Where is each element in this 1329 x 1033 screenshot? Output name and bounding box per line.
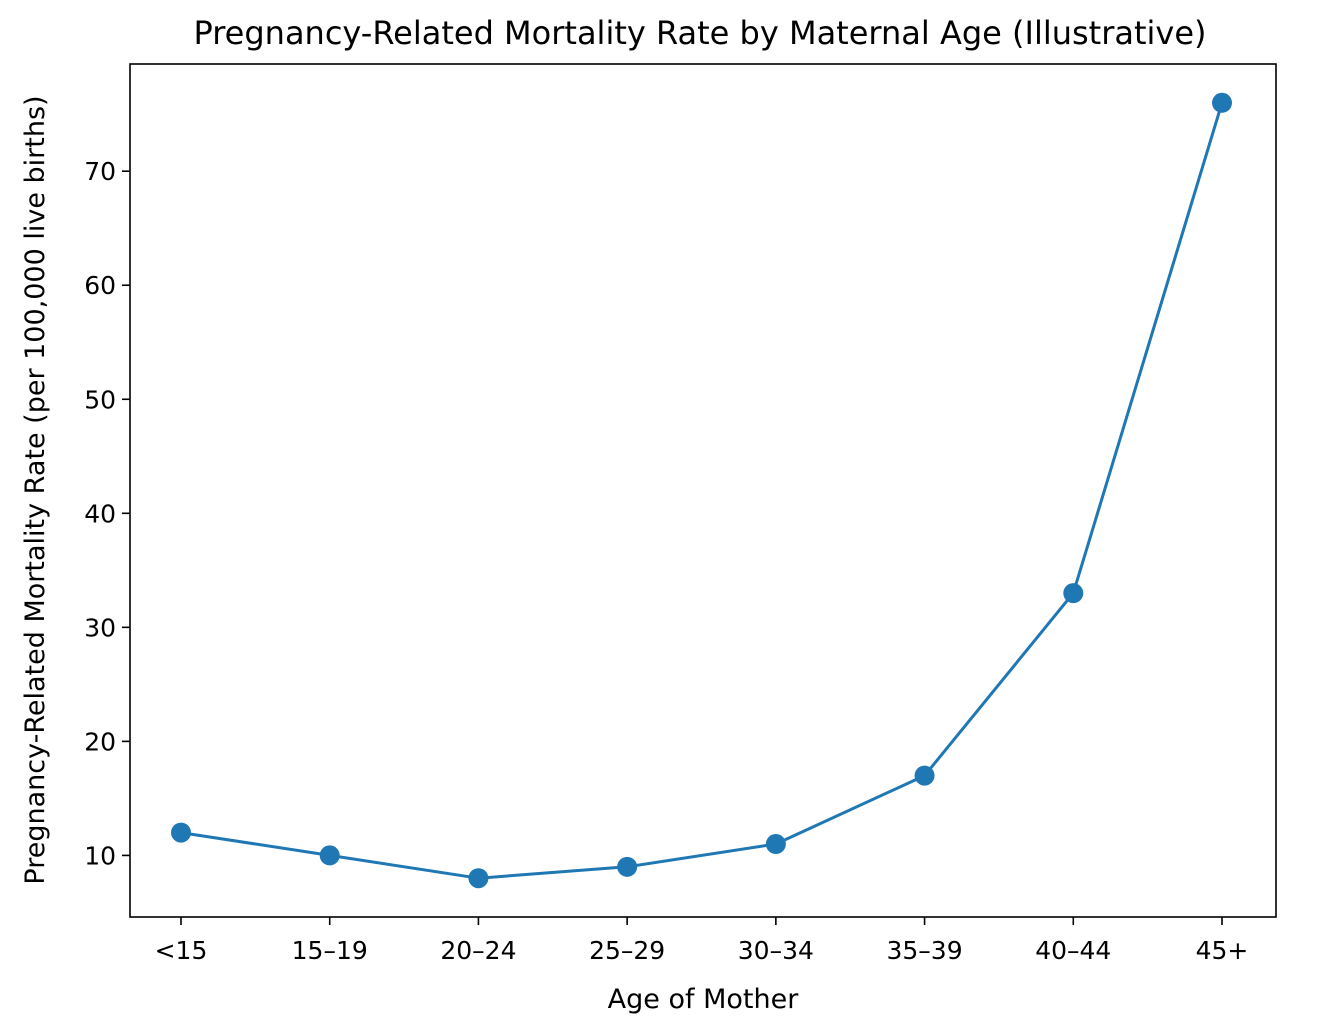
x-tick-label: 35–39 <box>887 936 963 965</box>
x-tick-label: 15–19 <box>292 936 368 965</box>
chart-title: Pregnancy-Related Mortality Rate by Mate… <box>193 14 1206 52</box>
y-tick-label: 30 <box>84 613 116 642</box>
data-point-1 <box>319 845 340 866</box>
y-tick-label: 10 <box>84 841 116 870</box>
plot-area-frame <box>129 63 1277 918</box>
x-axis: <15 15–19 20–24 25–29 30–34 35–39 40–44 45+ <box>155 917 1249 965</box>
y-axis-label: Pregnancy-Related Mortality Rate (per 10… <box>20 95 51 884</box>
y-tick-label: 20 <box>84 727 116 756</box>
x-tick-label: <15 <box>155 936 208 965</box>
x-tick-label: 20–24 <box>440 936 516 965</box>
x-tick-label: 30–34 <box>738 936 814 965</box>
data-point-4 <box>765 834 786 855</box>
data-point-2 <box>468 868 489 889</box>
data-point-7 <box>1212 92 1232 113</box>
y-axis: 10 20 30 40 50 60 70 <box>84 157 130 870</box>
data-points <box>171 92 1232 889</box>
series-line <box>180 102 1224 880</box>
y-tick-label: 60 <box>84 271 116 300</box>
data-point-5 <box>914 765 935 786</box>
y-tick-label: 70 <box>84 157 116 186</box>
x-tick-label: 45+ <box>1196 936 1249 965</box>
x-tick-label: 40–44 <box>1035 936 1111 965</box>
data-point-3 <box>617 856 638 877</box>
x-tick-label: 25–29 <box>589 936 665 965</box>
data-point-6 <box>1063 583 1084 604</box>
y-tick-label: 50 <box>84 385 116 414</box>
x-axis-label: Age of Mother <box>608 984 800 1015</box>
y-tick-label: 40 <box>84 499 116 528</box>
data-point-0 <box>171 822 191 843</box>
